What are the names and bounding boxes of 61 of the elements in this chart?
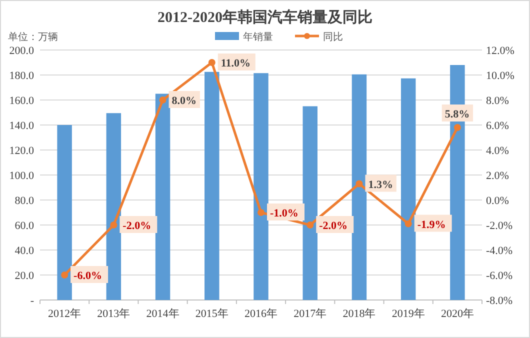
bar (352, 74, 367, 300)
point (306, 222, 314, 228)
x-tick-label: 2012年 (48, 308, 82, 320)
data-label: -1.0% (270, 208, 298, 220)
bar (204, 72, 220, 300)
y2-tick-label: 4.0% (486, 145, 509, 157)
chart-title: 2012-2020年韩国汽车销量及同比 (158, 8, 372, 26)
point (356, 180, 363, 188)
y2-tick-label: 6.0% (486, 120, 509, 132)
x-tick-label: 2016年 (244, 308, 278, 320)
legend-label: 年销量 (243, 31, 273, 43)
y2-tick-label: -4.0% (486, 245, 513, 257)
y2-tick-label: 2.0% (486, 170, 509, 182)
bar (57, 125, 72, 300)
x-tick-label: 2015年 (195, 308, 228, 320)
y-tick-label: 160.0 (9, 95, 34, 107)
y2-tick-label: 8.0% (486, 95, 509, 107)
x-tick-label: 2014年 (146, 308, 180, 320)
point (159, 96, 166, 104)
point (110, 222, 118, 228)
bar (106, 113, 122, 300)
y-tick-label: 80.0 (14, 195, 34, 207)
bar (254, 73, 268, 300)
data-label: 5.8% (444, 108, 470, 120)
y2-tick-label: 0.0% (486, 195, 509, 207)
y2-tick-label: 10.0% (486, 70, 514, 82)
data-label: -1.9% (417, 218, 446, 231)
data-label: 11.0% (220, 58, 251, 70)
point (61, 272, 68, 278)
x-tick-label: 2017年 (294, 308, 327, 320)
y-tick-label: 60.0 (14, 220, 34, 232)
y2-tick-label: 12.0% (486, 45, 514, 57)
data-label: 1.3% (368, 178, 393, 191)
y-tick-label: 20.0 (14, 270, 34, 282)
y-tick-label: 40.0 (14, 245, 34, 257)
x-tick-label: 2018年 (342, 308, 376, 320)
data-label: -6.0% (74, 270, 102, 282)
point (454, 124, 461, 131)
point (258, 209, 264, 216)
x-tick-label: 2020年 (440, 308, 474, 320)
x-tick-label: 2019年 (392, 308, 425, 320)
y2-tick-label: -6.0% (486, 270, 513, 282)
bar (400, 78, 416, 300)
legend-label: 同比 (323, 31, 343, 43)
y2-tick-label: -8.0% (486, 295, 513, 307)
bar (155, 94, 170, 300)
data-label: 8.0% (172, 95, 197, 107)
data-label: -2.0% (319, 220, 348, 232)
y-tick-label: 100.0 (9, 170, 34, 182)
y-tick-label: 180.0 (9, 70, 34, 82)
bar (302, 106, 318, 300)
y-tick-label: 140.0 (9, 120, 34, 132)
point (208, 59, 216, 66)
data-label: -2.0% (122, 220, 152, 232)
point (404, 220, 412, 228)
x-tick-label: 2013年 (97, 308, 130, 320)
y-tick-label: 200.0 (9, 45, 34, 57)
y-tick-label: 120.0 (9, 145, 34, 157)
y-tick-label: - (30, 295, 34, 307)
text: 单位：万辆 (8, 31, 58, 43)
y2-tick-label: -2.0% (486, 220, 513, 232)
